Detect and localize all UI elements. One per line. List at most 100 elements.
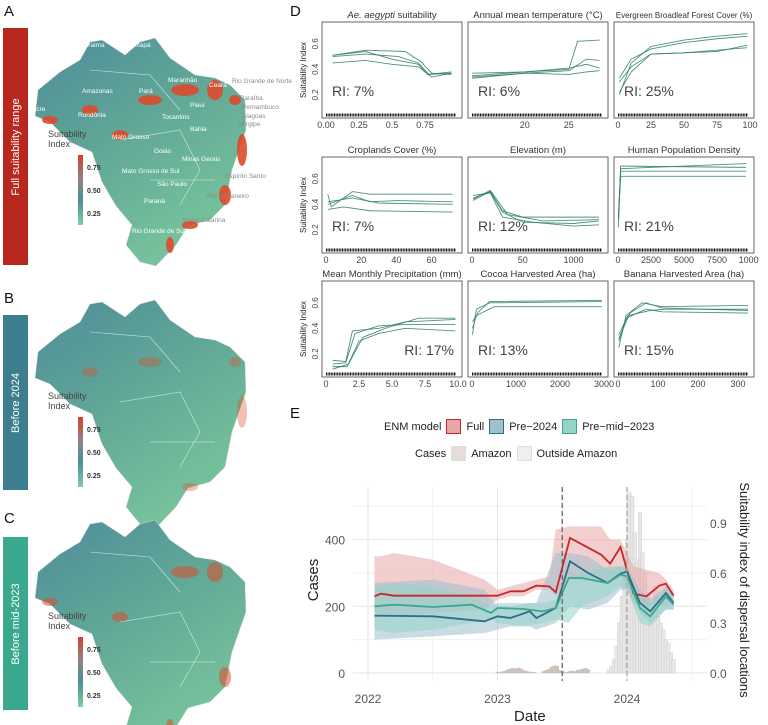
ri-label: RI: 7% <box>332 218 374 234</box>
series-line <box>374 559 675 623</box>
high-suitability-area <box>82 105 98 115</box>
state-label: Ceará <box>209 82 227 89</box>
panel-frame <box>321 280 463 378</box>
legend-item: Outside Amazon <box>536 447 618 460</box>
y-axis-label: Suitability Index <box>299 301 308 357</box>
x-tick-label: 60 <box>427 255 437 265</box>
y2-tick-label: 0.0 <box>710 667 727 681</box>
state-label: Mato Grosso de Sul <box>122 168 180 175</box>
y-tick-label: 200 <box>325 600 345 614</box>
y-tick-label: 0.4 <box>311 63 320 75</box>
state-label: São Paulo <box>157 181 187 188</box>
ri-label: RI: 15% <box>624 342 674 358</box>
state-label: Paraíba <box>240 95 263 102</box>
panel-frame <box>613 21 755 119</box>
map-before-mid-2023: 0.75 0.50 0.25 Suitability Index <box>34 519 247 725</box>
state-label: Mato Grosso <box>112 134 150 141</box>
panel-frame <box>321 156 463 254</box>
curve-panel: Cocoa Harvested Area (ha) RI: 13% 0 1000 200… <box>467 269 614 389</box>
x-tick-label: 40 <box>391 255 401 265</box>
state-borders <box>89 69 215 206</box>
y-tick-label: 0 <box>338 667 345 681</box>
ri-label: RI: 12% <box>478 218 528 234</box>
legend-swatch-pre-2024 <box>489 419 505 434</box>
case-bar <box>671 659 676 674</box>
response-curve <box>332 51 452 75</box>
high-suitability-area <box>42 598 58 606</box>
colorbar-title: Suitability Index <box>48 611 87 631</box>
state-label: Pará <box>139 88 153 95</box>
colorbar-tick: 0.25 <box>87 693 101 700</box>
ri-label: RI: 17% <box>404 342 454 358</box>
x-tick-label: 300 <box>730 379 745 389</box>
high-suitability-area <box>237 134 247 166</box>
map-before-2024: 0.75 0.50 0.25 Suitability Index <box>34 299 247 529</box>
response-curve <box>332 317 456 370</box>
x-tick-label: 100 <box>650 379 665 389</box>
state-label: Rio de Janeiro <box>207 193 249 200</box>
x-tick-label: 2500 <box>641 255 661 265</box>
colorbar-tick: 0.25 <box>87 473 101 480</box>
colorbar-title: Suitability Index <box>48 129 87 149</box>
curve-panel: Mean Monthly Precipitation (mm) RI: 17% 0 2… <box>299 269 467 389</box>
state-label: Goiás <box>154 148 171 155</box>
colorbar <box>78 637 83 707</box>
cases-chart: 0 200 400 0.0 0.3 0.6 0.9 2022 2023 2024 Date Cases… <box>305 482 752 725</box>
colorbar-tick: 0.75 <box>87 427 101 434</box>
x-tick-label: 0.5 <box>386 120 399 130</box>
response-curve <box>332 327 456 368</box>
legend-swatch-outside-amazon <box>516 446 532 461</box>
x-tick-label: 0.00 <box>317 120 335 130</box>
case-bar <box>555 666 560 674</box>
state-label: Paraná <box>144 198 165 205</box>
high-suitability-area <box>42 116 58 124</box>
x-tick-label: 3000 <box>594 379 614 389</box>
x-tick-label: 2.5 <box>353 379 366 389</box>
state-label: Rio Grande de Norte <box>232 78 292 85</box>
x-tick-label: 0 <box>615 255 620 265</box>
response-curve <box>472 299 602 323</box>
state-label: Minas Gerais <box>182 156 221 163</box>
x-tick-label: 0 <box>615 120 620 130</box>
state-label: Espírito Santo <box>225 173 266 180</box>
x-tick-label: 1000 <box>739 255 759 265</box>
colorbar-tick: 0.50 <box>87 450 101 457</box>
case-bar <box>531 672 536 674</box>
panel-frame <box>467 280 609 378</box>
legend-item: Pre−mid−2023 <box>582 420 655 433</box>
x-tick-label: 75 <box>712 120 722 130</box>
panel-label-a: A <box>4 3 15 20</box>
response-curve <box>617 165 747 220</box>
y-axis-label: Suitability Index <box>299 42 308 98</box>
ri-label: RI: 25% <box>624 83 674 99</box>
sidebar-full: Full suitability range <box>3 28 28 265</box>
ri-label: RI: 21% <box>624 218 674 234</box>
x-axis-label: Date <box>514 708 546 725</box>
y-tick-label: 400 <box>325 534 345 548</box>
y-tick-label: 0.2 <box>311 348 320 360</box>
x-tick-label: 2023 <box>484 692 511 706</box>
panel-label-b: B <box>4 290 15 307</box>
response-curve <box>471 39 600 74</box>
response-curve <box>472 306 602 329</box>
map-full: 0.75 0.50 0.25 Suitability Index <box>34 37 247 267</box>
legend-swatch-full <box>446 419 462 434</box>
y2-tick-label: 0.6 <box>710 567 727 581</box>
state-label: Tocantins <box>162 114 190 121</box>
x-tick-label: 1000 <box>506 379 526 389</box>
x-tick-label: 5000 <box>674 255 694 265</box>
high-suitability-area <box>219 185 231 205</box>
colorbar-tick: 0.25 <box>87 211 101 218</box>
response-curve <box>327 191 453 208</box>
response-curve <box>472 189 599 222</box>
response-curve <box>471 63 600 77</box>
y2-tick-label: 0.3 <box>710 617 727 631</box>
x-tick-label: 25 <box>646 120 656 130</box>
x-tick-label: 0 <box>323 379 328 389</box>
panel-title: Elevation (m) <box>510 145 566 156</box>
y-tick-label: 0.6 <box>311 297 320 309</box>
high-suitability-area <box>82 367 98 377</box>
high-suitability-area <box>171 84 199 96</box>
response-curve <box>618 33 748 96</box>
